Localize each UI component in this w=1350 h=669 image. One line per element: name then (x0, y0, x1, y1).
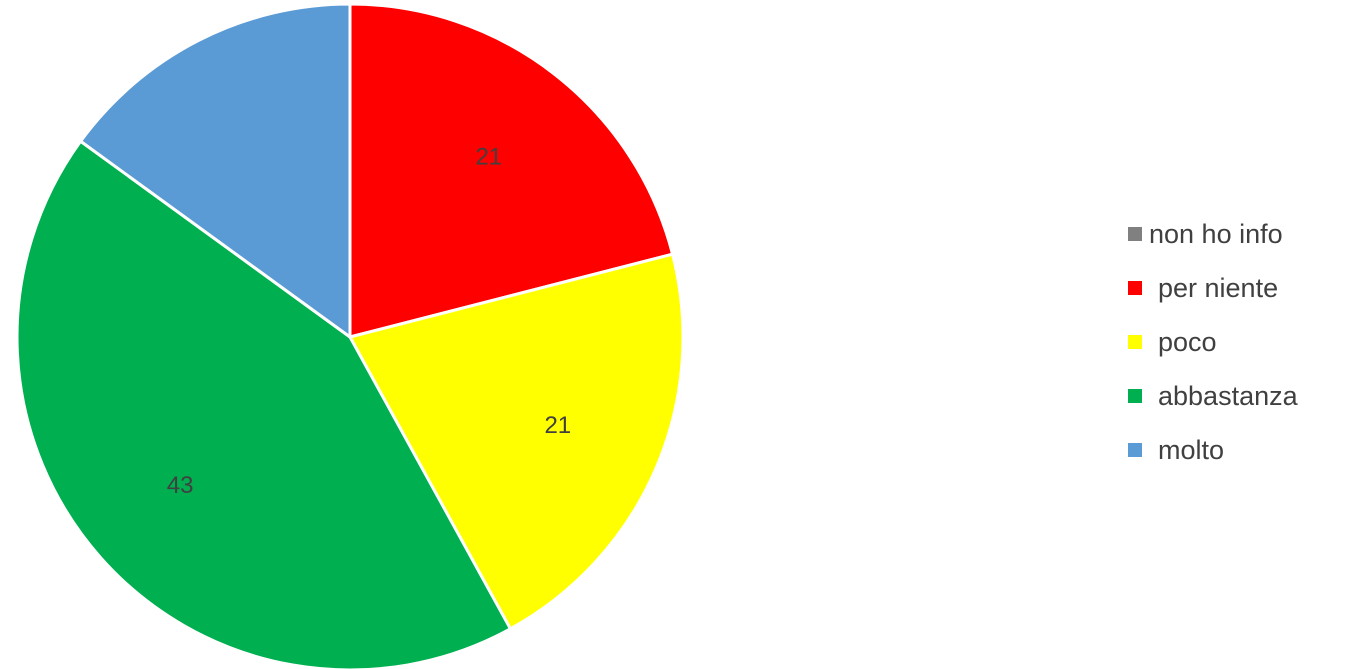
pie-slice-molto (79, 2, 352, 339)
legend-swatch-molto (1128, 443, 1142, 457)
legend-label-molto: molto (1158, 434, 1225, 465)
pie-slice-per-niente (348, 2, 675, 339)
pie-slice-abbastanza (15, 139, 512, 669)
legend-label-per-niente: per niente (1158, 272, 1279, 303)
legend: non ho info per niente poco abbastanza molto (1128, 207, 1298, 477)
data-label-per-niente: 21 (475, 143, 502, 170)
data-label-poco: 21 (544, 412, 571, 439)
legend-item-poco: poco (1128, 315, 1298, 369)
legend-item-molto: molto (1128, 423, 1298, 477)
data-label-abbastanza: 43 (167, 472, 194, 499)
legend-swatch-abbastanza (1128, 389, 1142, 403)
legend-swatch-per-niente (1128, 281, 1142, 295)
legend-swatch-non-ho-info (1128, 227, 1142, 241)
legend-label-poco: poco (1158, 326, 1217, 357)
legend-item-non-ho-info: non ho info (1128, 207, 1298, 261)
legend-item-abbastanza: abbastanza (1128, 369, 1298, 423)
legend-item-per-niente: per niente (1128, 261, 1298, 315)
legend-label-abbastanza: abbastanza (1158, 380, 1298, 411)
pie-slice-poco (348, 252, 685, 631)
legend-label-non-ho-info: non ho info (1149, 218, 1283, 249)
legend-swatch-poco (1128, 335, 1142, 349)
